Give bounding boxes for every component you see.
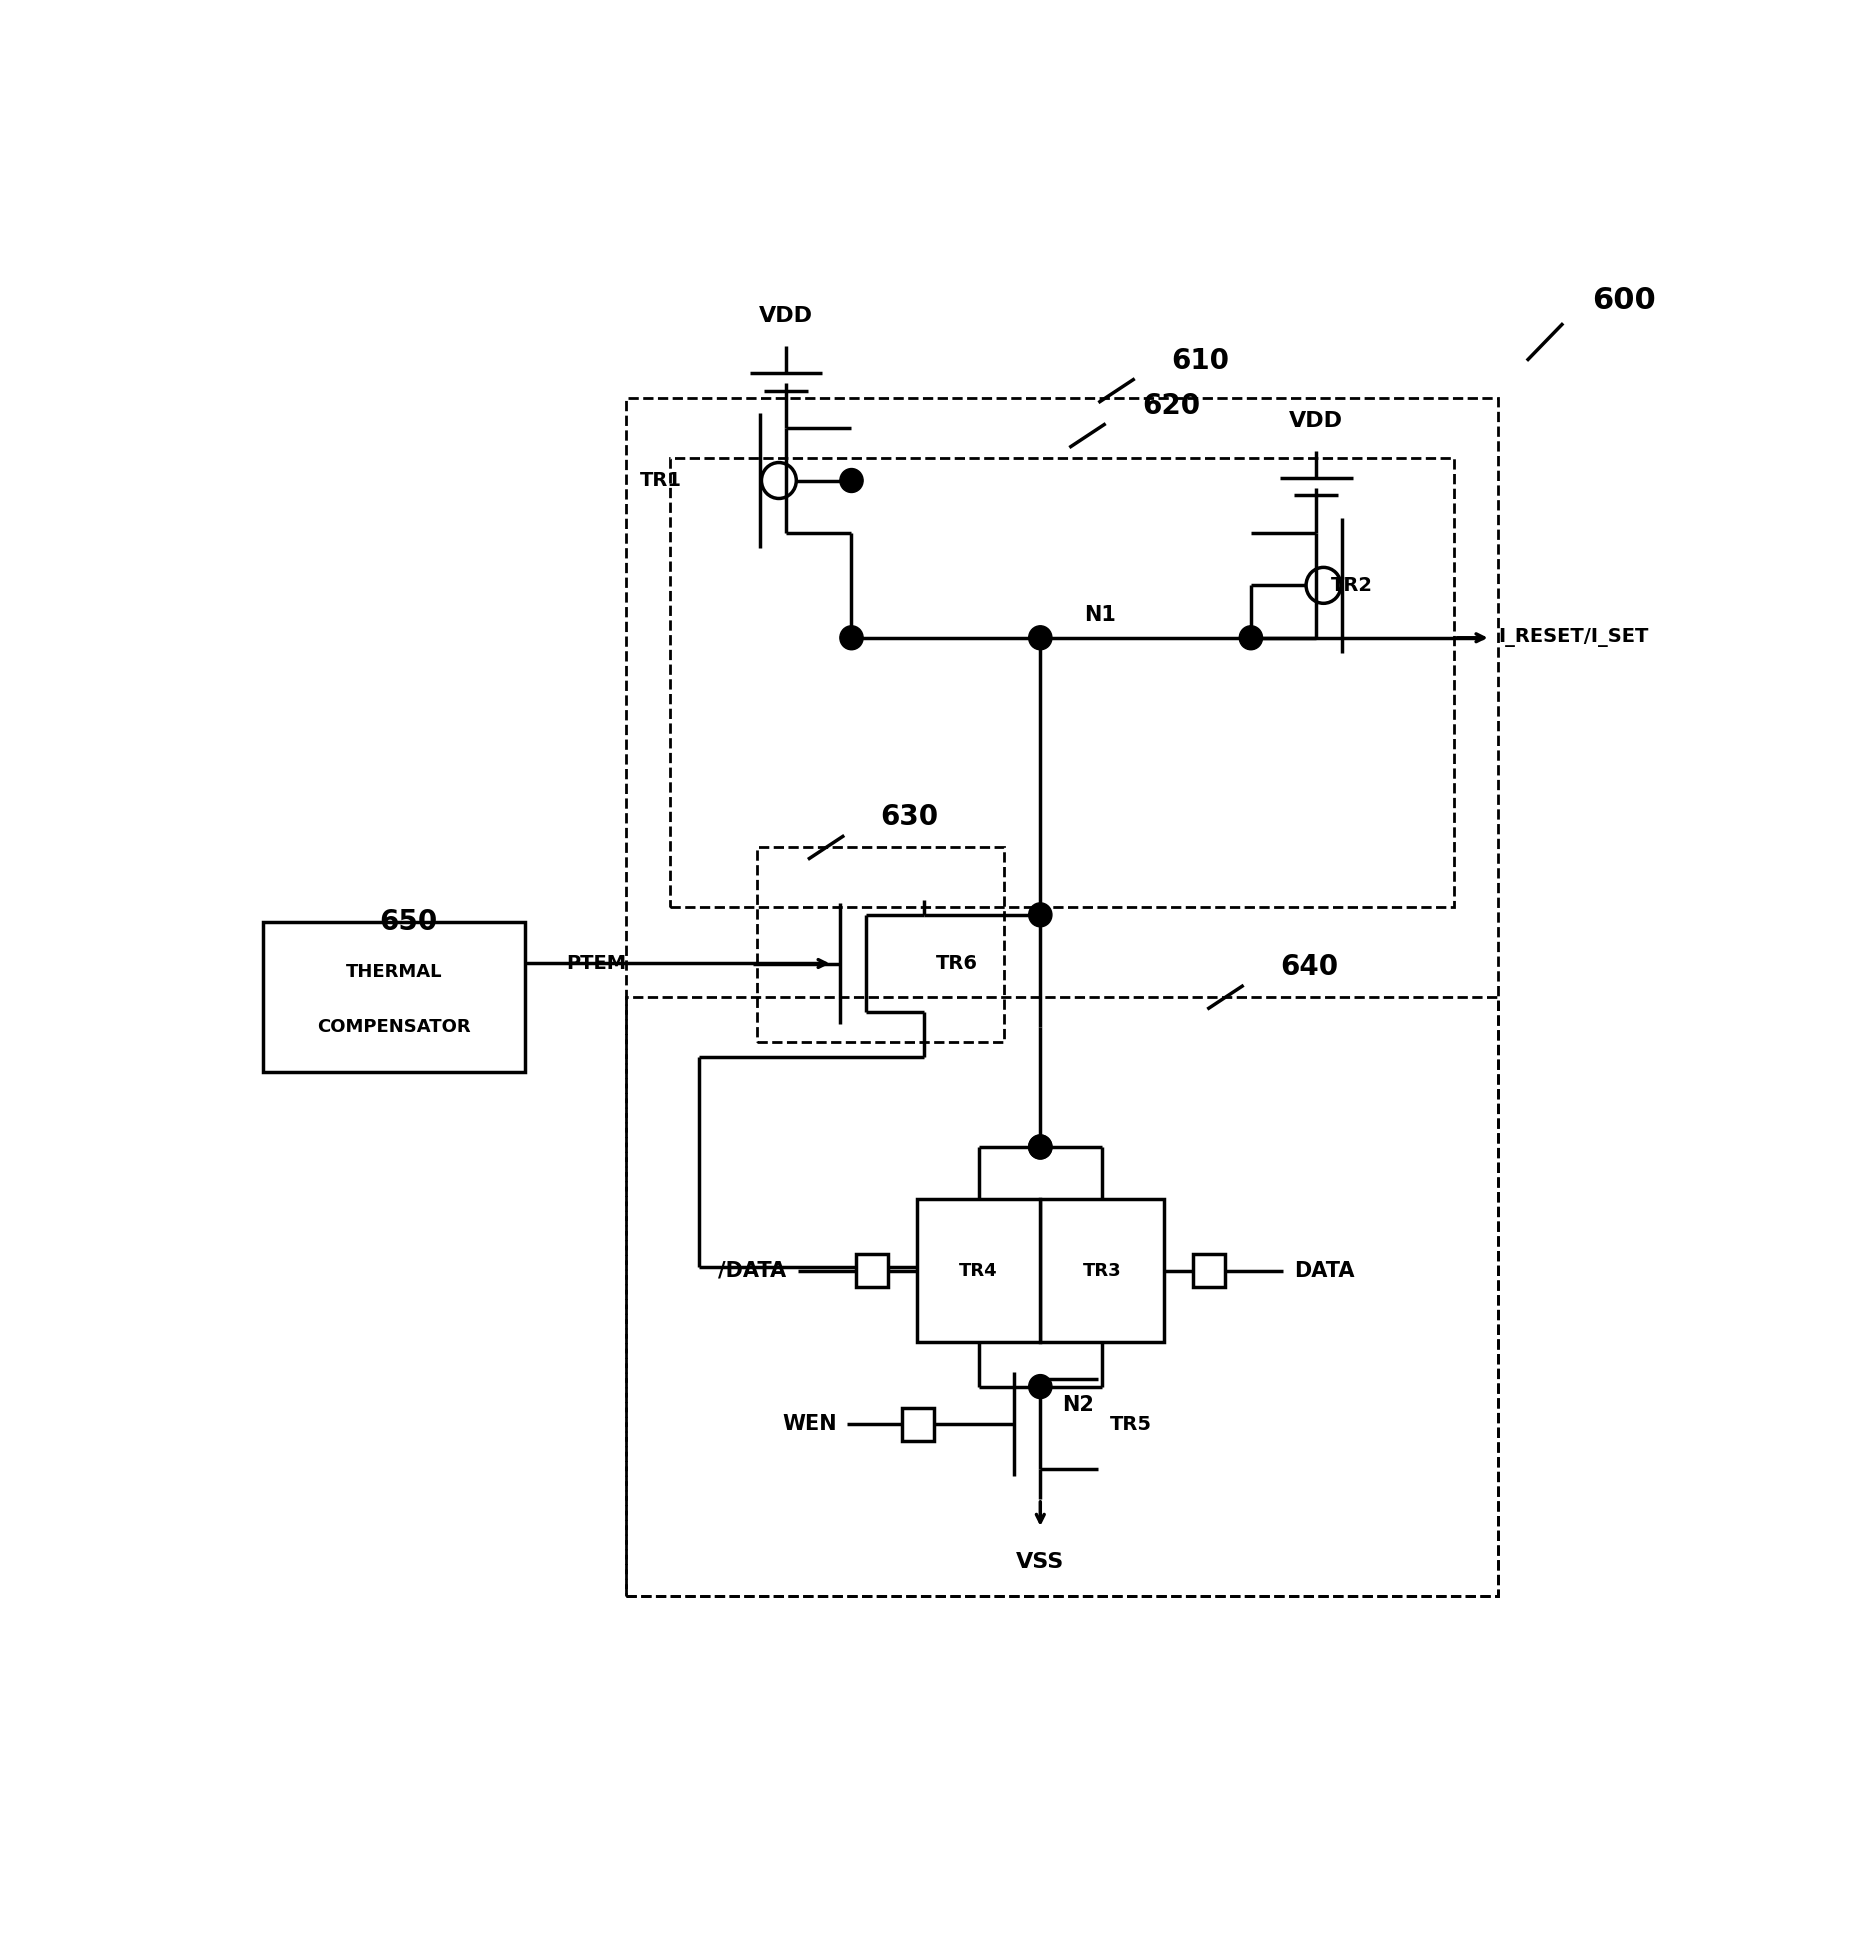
Bar — [757, 848, 1004, 1043]
Text: PTEM: PTEM — [566, 953, 626, 972]
Text: WEN: WEN — [781, 1414, 837, 1433]
Text: TR1: TR1 — [639, 471, 682, 490]
Bar — [1191, 1255, 1225, 1288]
Circle shape — [1028, 902, 1051, 928]
Text: N1: N1 — [1083, 605, 1114, 624]
Circle shape — [839, 626, 863, 650]
Text: 650: 650 — [378, 908, 438, 936]
Text: TR2: TR2 — [1330, 576, 1373, 595]
Bar — [1040, 1200, 1163, 1342]
Text: TR4: TR4 — [959, 1262, 996, 1280]
Text: TR6: TR6 — [935, 953, 978, 972]
Bar — [626, 399, 1497, 1597]
Text: TR3: TR3 — [1083, 1262, 1120, 1280]
Bar — [262, 922, 524, 1072]
Text: 620: 620 — [1141, 391, 1199, 420]
Text: 640: 640 — [1279, 953, 1337, 980]
Text: TR5: TR5 — [1109, 1414, 1152, 1433]
Text: VDD: VDD — [759, 305, 813, 325]
Bar — [916, 1200, 1040, 1342]
Text: DATA: DATA — [1294, 1260, 1354, 1280]
Text: THERMAL: THERMAL — [347, 963, 442, 980]
Bar — [903, 1408, 935, 1441]
Text: VDD: VDD — [1289, 410, 1343, 430]
Circle shape — [1238, 626, 1262, 650]
Bar — [626, 998, 1497, 1597]
Text: 610: 610 — [1171, 346, 1229, 375]
Bar — [671, 459, 1453, 906]
Circle shape — [839, 469, 863, 492]
Text: COMPENSATOR: COMPENSATOR — [317, 1017, 470, 1037]
Text: N2: N2 — [1062, 1395, 1094, 1414]
Text: 600: 600 — [1592, 286, 1656, 315]
Text: /DATA: /DATA — [717, 1260, 787, 1280]
Bar — [856, 1255, 888, 1288]
Circle shape — [1028, 626, 1051, 650]
Text: 630: 630 — [880, 803, 938, 831]
Circle shape — [1028, 1136, 1051, 1159]
Text: I_RESET/I_SET: I_RESET/I_SET — [1497, 628, 1646, 648]
Text: VSS: VSS — [1015, 1552, 1064, 1572]
Circle shape — [1028, 1375, 1051, 1398]
Circle shape — [1028, 1136, 1051, 1159]
